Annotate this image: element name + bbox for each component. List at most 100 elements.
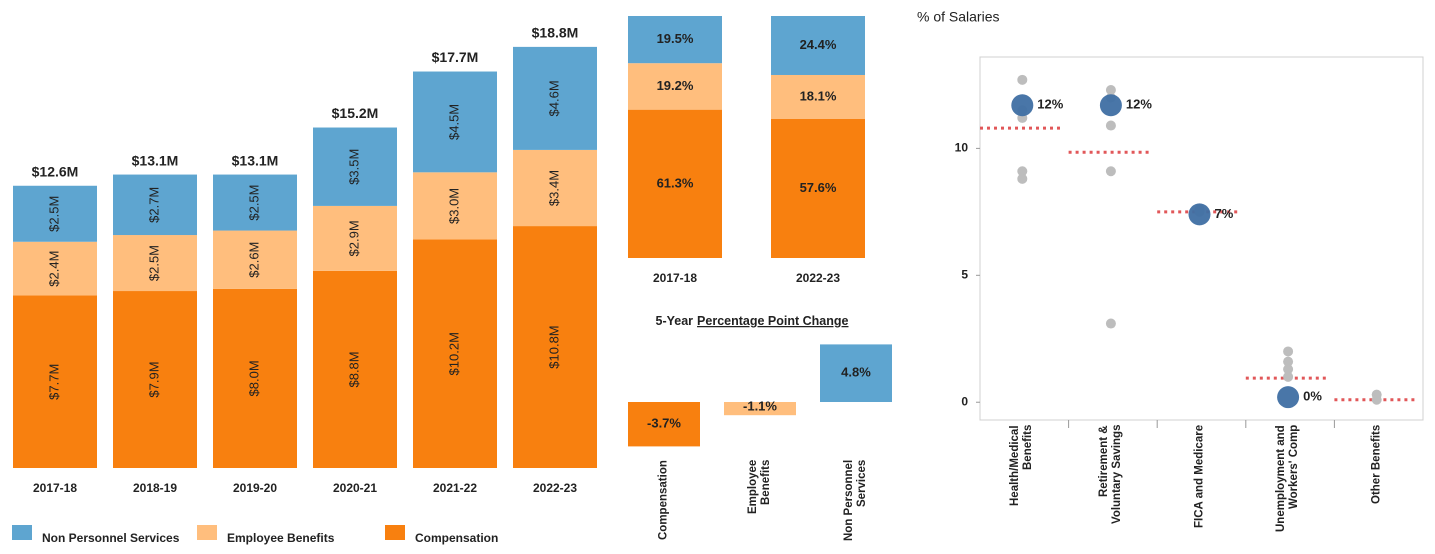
dot-past (1283, 356, 1294, 367)
dot-past (1283, 346, 1294, 357)
bar (820, 344, 892, 402)
value-label: $4.5M (446, 104, 461, 140)
value-label: $7.7M (46, 364, 61, 400)
bar-segment (313, 205, 397, 271)
bar-segment (213, 230, 297, 289)
x-tick-label: 2021-22 (433, 481, 477, 495)
total-label: $13.1M (132, 152, 179, 168)
x-tick-label: Non Personnel Services (843, 460, 868, 542)
bar-segment (513, 226, 597, 468)
dot-current (1277, 386, 1300, 409)
bar-segment (113, 235, 197, 292)
y-tick-label: 10 (955, 141, 969, 155)
value-label: $8.8M (346, 351, 361, 387)
value-label: $2.5M (146, 245, 161, 281)
bar-segment (513, 149, 597, 227)
bar-segment (771, 16, 865, 75)
bar-segment (313, 270, 397, 468)
plot-frame (979, 56, 1424, 421)
bar-segment (213, 288, 297, 468)
dot-past (1283, 364, 1294, 375)
value-label: -3.7% (647, 416, 681, 431)
legend-swatch (385, 525, 405, 540)
value-label: 7% (1215, 206, 1234, 221)
x-tick-label: 2022-23 (796, 271, 840, 285)
value-label: $8.0M (246, 360, 261, 396)
bar-segment (313, 127, 397, 206)
value-label: $10.2M (446, 332, 461, 375)
value-label: $2.5M (46, 196, 61, 232)
value-label: 12% (1037, 97, 1063, 112)
total-label: $17.7M (432, 49, 479, 65)
x-tick-label: 2020-21 (333, 481, 377, 495)
y-tick-label: 0 (961, 394, 968, 408)
dot-past (1283, 371, 1294, 382)
value-label: 18.1% (800, 88, 837, 103)
bar-segment (413, 239, 497, 468)
x-tick-label: 2017-18 (33, 481, 77, 495)
bar-segment (413, 172, 497, 240)
axis-title: % of Salaries (917, 9, 999, 25)
x-tick-label: Unemployment and Workers' Comp (1275, 425, 1301, 532)
bar-segment (771, 118, 865, 258)
legend-label: Non Personnel Services (42, 531, 180, 545)
value-label: 0% (1303, 389, 1322, 404)
bar-segment (628, 109, 722, 259)
x-tick-label: Health/Medical Benefits (1009, 425, 1035, 506)
x-tick-label: Compensation (657, 460, 670, 540)
dot-past (1017, 166, 1028, 177)
dot-past (1105, 85, 1116, 95)
chart-title: 5-Year Percentage Point Change (656, 314, 849, 328)
x-tick-label: Retirement & Voluntary Savings (1097, 425, 1123, 525)
value-label: $10.8M (546, 325, 561, 368)
legend-label: Compensation (415, 531, 498, 545)
x-tick-label: 2018-19 (133, 481, 177, 495)
bar-segment (513, 46, 597, 150)
value-label: $2.4M (46, 251, 61, 287)
title-part: Percentage Point Change (697, 314, 848, 328)
bar-segment (113, 291, 197, 468)
value-label: -1.1% (743, 398, 777, 413)
value-label: $3.4M (546, 170, 561, 206)
x-tick-label: 2019-20 (233, 481, 277, 495)
x-tick-label: 2022-23 (533, 481, 577, 495)
value-label: $7.9M (146, 361, 161, 397)
dot-current (1099, 94, 1122, 117)
value-label: $3.5M (346, 149, 361, 185)
value-label: $2.9M (346, 220, 361, 256)
legend-label: Employee Benefits (227, 531, 335, 545)
bar-segment (113, 174, 197, 236)
value-label: 57.6% (800, 180, 837, 195)
bar-segment (413, 71, 497, 173)
dot-past (1371, 394, 1382, 405)
bar-segment (213, 174, 297, 231)
bar-segment (628, 63, 722, 110)
x-tick-label: 2017-18 (653, 271, 697, 285)
title-part: 5-Year (656, 314, 694, 328)
x-tick-label: Other Benefits (1370, 425, 1383, 505)
x-tick-label: FICA and Medicare (1193, 425, 1205, 529)
value-label: 4.8% (841, 365, 871, 380)
value-label: $3.0M (446, 188, 461, 224)
bar (628, 402, 700, 447)
dot-past (1017, 173, 1028, 184)
dot-past (1105, 318, 1116, 329)
dot-past (1105, 166, 1116, 177)
total-label: $15.2M (332, 105, 379, 121)
value-label: 61.3% (657, 175, 694, 190)
value-label: 24.4% (800, 37, 837, 52)
value-label: 12% (1126, 97, 1152, 112)
value-label: $2.6M (246, 242, 261, 278)
bar-segment (628, 16, 722, 64)
value-label: $2.5M (246, 184, 261, 220)
dot-past (1105, 120, 1116, 131)
bar-segment (13, 295, 97, 468)
dot-current (1011, 94, 1034, 117)
value-label: 19.2% (657, 78, 694, 93)
bar-segment (13, 185, 97, 242)
bar-segment (771, 74, 865, 119)
total-label: $18.8M (532, 25, 579, 41)
bar-segment (13, 241, 97, 296)
bar (724, 402, 796, 416)
